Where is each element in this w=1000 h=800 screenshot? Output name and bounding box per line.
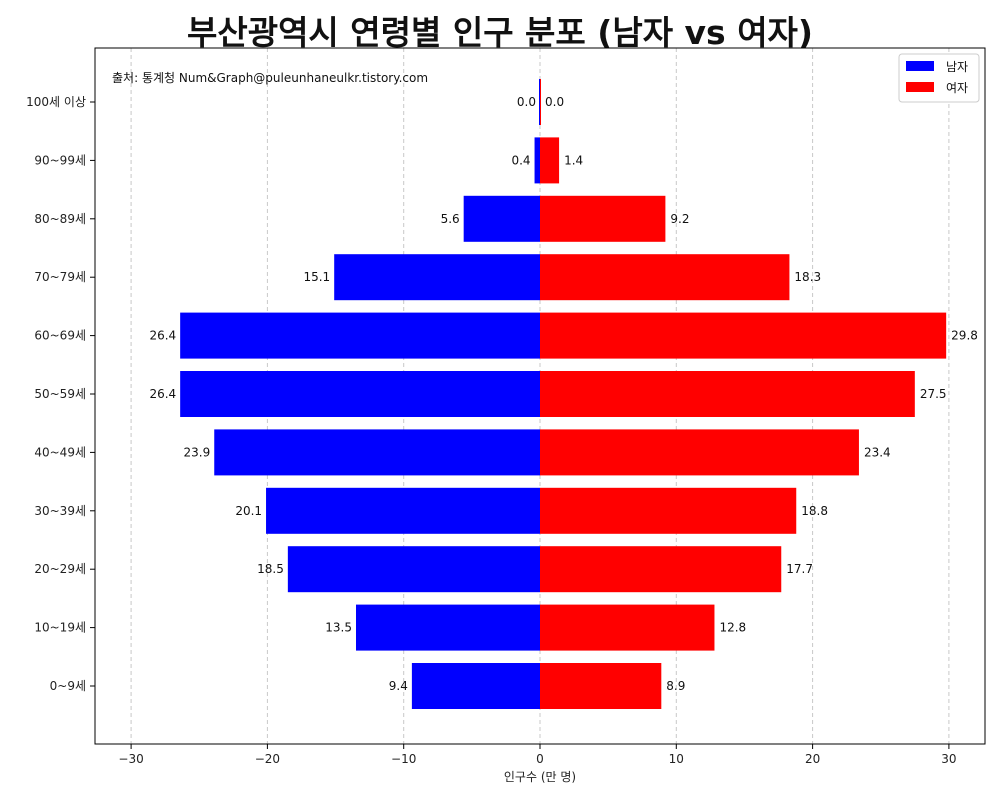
bar-label-female: 9.2	[670, 212, 689, 226]
bar-label-male: 26.4	[149, 329, 176, 343]
bar-female	[540, 546, 782, 593]
x-tick-label: 30	[941, 752, 956, 766]
bar-male	[334, 254, 540, 301]
bar-label-male: 0.0	[517, 95, 536, 109]
chart-title: 부산광역시 연령별 인구 분포 (남자 vs 여자)	[186, 13, 813, 52]
bar-label-female: 18.3	[794, 270, 821, 284]
bars	[180, 79, 947, 709]
y-tick-label: 0~9세	[50, 679, 86, 693]
y-tick-label: 40~49세	[34, 445, 86, 459]
bar-male	[411, 663, 540, 709]
y-tick-label: 10~19세	[34, 621, 86, 635]
bar-female	[540, 137, 560, 184]
legend-swatch-female	[906, 82, 934, 92]
y-tick-label: 100세 이상	[26, 95, 86, 109]
x-tick-label: 10	[669, 752, 684, 766]
bar-male	[463, 195, 540, 242]
bar-label-female: 27.5	[920, 387, 947, 401]
bar-male	[287, 546, 540, 593]
bar-label-female: 12.8	[719, 621, 746, 635]
bar-label-female: 18.8	[801, 504, 828, 518]
y-tick-label: 90~99세	[34, 153, 86, 167]
legend-swatch-male	[906, 61, 934, 71]
bar-label-male: 9.4	[389, 679, 408, 693]
bar-female	[540, 429, 859, 476]
bar-label-female: 29.8	[951, 329, 978, 343]
plot-frame	[94, 47, 986, 745]
bar-female	[540, 663, 662, 709]
bar-female	[540, 195, 666, 242]
y-tick-label: 50~59세	[34, 387, 86, 401]
legend: 남자 여자	[898, 53, 980, 103]
bar-label-male: 5.6	[441, 212, 460, 226]
y-tick-label: 80~89세	[34, 212, 86, 226]
bar-female	[540, 79, 541, 125]
bar-male	[180, 371, 540, 417]
bar-label-male: 23.9	[184, 445, 211, 459]
y-tick-label: 70~79세	[34, 270, 86, 284]
x-tick-label: 0	[536, 752, 544, 766]
bar-label-male: 15.1	[303, 270, 330, 284]
bar-female	[540, 604, 715, 651]
bar-label-male: 26.4	[149, 387, 176, 401]
y-tick-label: 60~69세	[34, 329, 86, 343]
bar-label-female: 23.4	[864, 445, 891, 459]
legend-label-male: 남자	[946, 60, 968, 74]
legend-label-female: 여자	[946, 81, 968, 95]
bar-label-male: 13.5	[325, 621, 352, 635]
bar-female	[540, 487, 797, 534]
bar-female	[540, 312, 947, 359]
x-tick-label: −10	[391, 752, 416, 766]
x-tick-label: −30	[118, 752, 143, 766]
bar-label-female: 17.7	[786, 562, 813, 576]
x-axis-label: 인구수 (만 명)	[504, 770, 576, 784]
bar-male	[266, 487, 540, 534]
x-axis-ticks: −30 −20 −10 0 10 20 30	[118, 744, 957, 766]
bar-male	[355, 604, 540, 651]
bar-label-female: 0.0	[545, 95, 564, 109]
bar-label-male: 20.1	[235, 504, 262, 518]
y-axis-ticks: 0~9세 10~19세 20~29세 30~39세 40~49세 50~59세 60~69세…	[26, 95, 95, 693]
bar-label-female: 8.9	[666, 679, 685, 693]
bar-male	[214, 429, 541, 476]
x-tick-label: 20	[805, 752, 820, 766]
y-tick-label: 20~29세	[34, 562, 86, 576]
bar-labels: 9.4 8.9 13.5 12.8 18.5 17.7 20.1 18.8 23.9 23.4 26…	[149, 95, 977, 693]
bar-male	[180, 312, 540, 359]
bar-label-male: 0.4	[511, 153, 530, 167]
bar-label-female: 1.4	[564, 153, 583, 167]
bar-male	[539, 79, 540, 125]
x-tick-label: −20	[255, 752, 280, 766]
y-tick-label: 30~39세	[34, 504, 86, 518]
bar-label-male: 18.5	[257, 562, 284, 576]
bar-female	[540, 371, 915, 417]
bar-male	[534, 137, 540, 184]
bar-female	[540, 254, 790, 301]
source-note: 출처: 통계청 Num&Graph@puleunhaneulkr.tistory…	[112, 71, 428, 85]
